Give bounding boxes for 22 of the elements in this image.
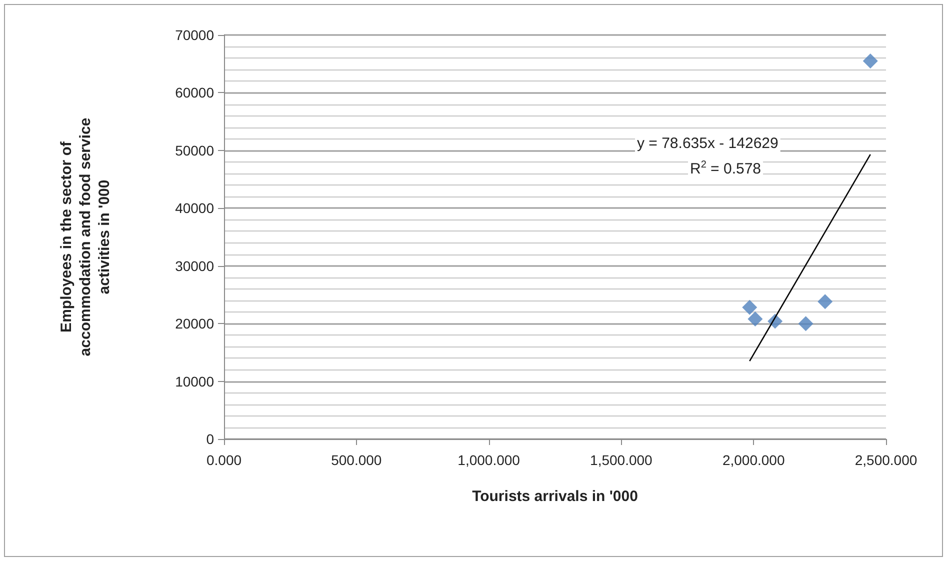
- x-tick-label: 2,000.000: [722, 452, 785, 468]
- x-tick-label: 1,000.000: [458, 452, 520, 468]
- x-tick-label: 500.000: [331, 452, 382, 468]
- point: [798, 316, 814, 332]
- y-tick-label: 0: [206, 431, 214, 447]
- x-tick-label: 0.000: [206, 452, 242, 468]
- annotation: y = 78.635x - 142629: [637, 135, 778, 152]
- y-tick-label: 50000: [175, 142, 214, 158]
- point: [742, 300, 758, 315]
- point: [818, 294, 833, 310]
- y-tick-label: 30000: [175, 258, 214, 274]
- y-tick-label: 40000: [175, 200, 214, 216]
- x-axis-title: Tourists arrivals in '000: [472, 488, 638, 505]
- y-tick-label: 60000: [175, 84, 214, 101]
- y-axis-title: Employees in the sector of accommodation and food service activities in '000: [58, 118, 113, 356]
- y-tick-label: 10000: [175, 373, 214, 390]
- point: [748, 311, 763, 326]
- x-tick-label: 1,500.000: [590, 452, 653, 468]
- x-tick-label: 2,500.000: [854, 452, 918, 468]
- y-tick-label: 70000: [175, 27, 214, 43]
- y-tick-label: 20000: [175, 316, 214, 332]
- point: [862, 53, 878, 68]
